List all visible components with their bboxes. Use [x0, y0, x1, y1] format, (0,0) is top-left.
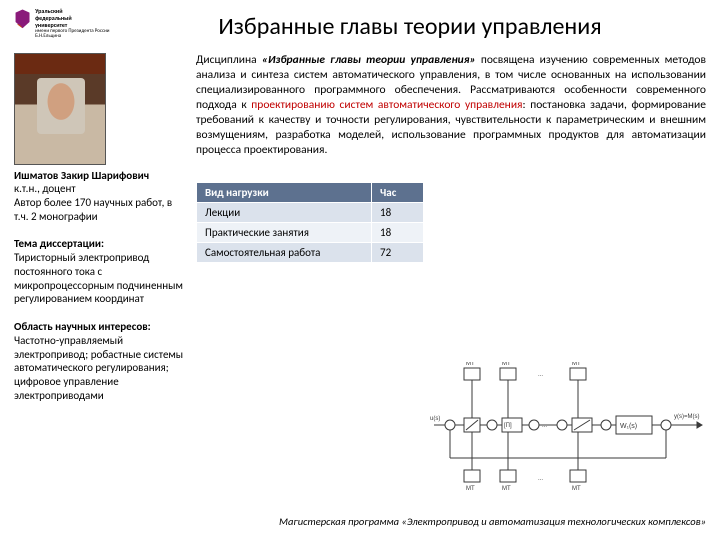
- interests-label: Область научных интересов:: [14, 320, 151, 333]
- table-row: Практические занятия 18: [197, 222, 424, 242]
- svg-text:MT: MT: [572, 486, 581, 492]
- sidebar: Ишматов Закир Шарифович к.т.н., доцент А…: [14, 53, 196, 403]
- logo-text: Уральский федеральный университет имени …: [35, 8, 114, 40]
- svg-text:MT: MT: [572, 362, 581, 367]
- table-row: Лекции 18: [197, 202, 424, 222]
- logo-mark-icon: [14, 8, 31, 36]
- logo-subtitle: имени первого Президента России Б.Н.Ельц…: [35, 29, 114, 40]
- university-logo: Уральский федеральный университет имени …: [14, 8, 114, 40]
- page-title: Избранные главы теории управления: [114, 8, 706, 41]
- table-cell: Лекции: [197, 202, 372, 222]
- table-cell: 18: [372, 202, 424, 222]
- author-works: Автор более 170 научных работ, в т.ч. 2 …: [14, 196, 188, 224]
- svg-text:u(s): u(s): [430, 416, 440, 422]
- course-description: Дисциплина «Избранные главы теории управ…: [196, 53, 706, 158]
- author-degree: к.т.н., доцент: [14, 182, 188, 196]
- svg-text:MT: MT: [502, 362, 511, 367]
- svg-text:...: ...: [542, 423, 547, 429]
- thesis-text: Тиристорный электропривод постоянного то…: [14, 251, 183, 305]
- svg-text:...: ...: [538, 476, 543, 482]
- table-cell: 18: [372, 222, 424, 242]
- thesis-section: Тема диссертации: Тиристорный электропри…: [14, 237, 188, 306]
- desc-highlight: проектированию систем автоматического уп…: [251, 98, 522, 112]
- block-diagram: MT MT MT MT MT MT [П] ... W₁(s) u(s): [430, 362, 710, 492]
- author-photo: [14, 53, 106, 165]
- table-cell: 72: [372, 242, 424, 262]
- desc-pre: Дисциплина: [196, 53, 262, 67]
- author-name: Ишматов Закир Шарифович: [14, 169, 188, 182]
- svg-text:[П]: [П]: [504, 423, 512, 429]
- interests-text: Частотно-управляемый электропривод; роба…: [14, 334, 183, 402]
- svg-text:MT: MT: [466, 486, 475, 492]
- table-header: Час: [372, 182, 424, 202]
- table-header: Вид нагрузки: [197, 182, 372, 202]
- main-content: Дисциплина «Избранные главы теории управ…: [196, 53, 706, 403]
- interests-section: Область научных интересов: Частотно-упра…: [14, 320, 188, 403]
- table-cell: Самостоятельная работа: [197, 242, 372, 262]
- workload-table: Вид нагрузки Час Лекции 18 Практические …: [196, 182, 424, 263]
- svg-text:MT: MT: [502, 486, 511, 492]
- svg-text:...: ...: [538, 372, 543, 378]
- svg-text:W₁(s): W₁(s): [620, 423, 637, 430]
- svg-text:MT: MT: [466, 362, 475, 367]
- program-footer: Магистерская программа «Электропривод и …: [279, 515, 706, 528]
- table-row: Самостоятельная работа 72: [197, 242, 424, 262]
- table-cell: Практические занятия: [197, 222, 372, 242]
- svg-text:y(s)=M(s): y(s)=M(s): [674, 414, 700, 420]
- desc-italic: «Избранные главы теории управления»: [262, 53, 476, 67]
- thesis-label: Тема диссертации:: [14, 237, 104, 250]
